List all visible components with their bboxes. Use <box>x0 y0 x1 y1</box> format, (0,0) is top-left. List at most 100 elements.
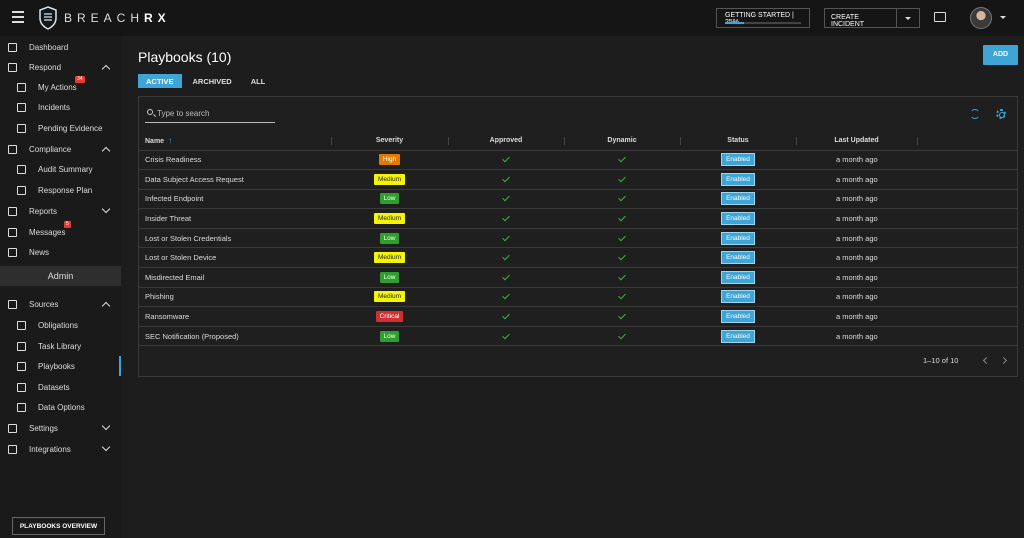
playbook-icon <box>17 361 26 371</box>
sidebar-item-label: Dashboard <box>29 42 69 52</box>
create-incident-dropdown[interactable] <box>897 9 919 27</box>
severity-cell: High <box>331 150 448 171</box>
severity-badge: High <box>378 154 401 166</box>
table-row[interactable]: SEC Notification (Proposed) Low Enabled a m… <box>139 326 1017 347</box>
avatar[interactable] <box>970 7 992 29</box>
sidebar-item-respond[interactable]: Respond <box>0 58 121 76</box>
row-actions <box>917 228 1017 249</box>
playbook-name[interactable]: Crisis Readiness <box>139 150 331 171</box>
last-updated: a month ago <box>796 267 917 288</box>
check-icon <box>502 272 510 281</box>
severity-badge: Low <box>379 330 400 342</box>
playbook-name[interactable]: Phishing <box>139 287 331 308</box>
approved-cell <box>448 326 564 347</box>
user-menu-caret-icon[interactable] <box>1000 16 1006 19</box>
create-incident-button[interactable]: CREATE INCIDENT <box>825 9 897 28</box>
column-header-last-updated[interactable]: Last Updated <box>796 132 917 151</box>
search-input[interactable] <box>157 106 273 120</box>
column-header-approved[interactable]: Approved <box>448 132 564 151</box>
sidebar-item-sources[interactable]: Sources <box>0 295 121 313</box>
chevron-up-icon <box>101 64 111 74</box>
playbook-name[interactable]: Data Subject Access Request <box>139 169 331 190</box>
playbook-name[interactable]: Misdirected Email <box>139 267 331 288</box>
plug-icon <box>8 444 17 454</box>
status-badge: Enabled <box>721 329 755 343</box>
severity-cell: Low <box>331 228 448 249</box>
status-cell: Enabled <box>680 326 796 347</box>
sidebar-item-label: Settings <box>29 423 58 433</box>
sidebar-item-pending-evidence[interactable]: Pending Evidence <box>0 119 121 137</box>
playbook-name[interactable]: Insider Threat <box>139 208 331 229</box>
row-actions <box>917 287 1017 308</box>
list-icon <box>17 82 26 92</box>
add-button[interactable]: ADD <box>983 45 1018 65</box>
sidebar-item-obligations[interactable]: Obligations <box>0 316 121 334</box>
tab-all[interactable]: ALL <box>250 77 266 86</box>
playbook-name[interactable]: Lost or Stolen Device <box>139 247 331 269</box>
logo-shield-icon <box>39 6 57 30</box>
column-header-name[interactable]: Name ↑ <box>139 132 331 151</box>
table-row[interactable]: Data Subject Access Request Medium Enabled… <box>139 169 1017 190</box>
playbook-name[interactable]: Ransomware <box>139 306 331 327</box>
sidebar-item-task-library[interactable]: Task Library <box>0 337 121 355</box>
sidebar-item-datasets[interactable]: Datasets <box>0 378 121 396</box>
column-header-dynamic[interactable]: Dynamic <box>564 132 680 151</box>
check-icon <box>618 213 626 222</box>
tab-archived[interactable]: ARCHIVED <box>192 77 232 86</box>
playbook-name[interactable]: Lost or Stolen Credentials <box>139 228 331 249</box>
severity-badge: Medium <box>373 291 406 303</box>
feedback-icon[interactable] <box>934 12 946 22</box>
sidebar-item-dashboard[interactable]: Dashboard <box>0 38 121 56</box>
playbook-name[interactable]: SEC Notification (Proposed) <box>139 326 331 347</box>
status-badge: Enabled <box>721 310 755 324</box>
chevron-down-icon <box>101 421 111 431</box>
table-row[interactable]: Misdirected Email Low Enabled a month ago <box>139 267 1017 288</box>
check-icon <box>618 292 626 300</box>
sidebar-item-settings[interactable]: Settings <box>0 419 121 437</box>
sidebar-item-data-options[interactable]: Data Options <box>0 398 121 416</box>
sidebar-item-playbooks[interactable]: Playbooks <box>0 356 121 376</box>
table-row[interactable]: Insider Threat Medium Enabled a month ago <box>139 208 1017 229</box>
table-row[interactable]: Crisis Readiness High Enabled a month ago <box>139 150 1017 171</box>
admin-section-header: Admin <box>0 266 121 286</box>
next-page-icon[interactable] <box>999 356 1008 365</box>
dynamic-cell <box>564 287 680 308</box>
getting-started-progress <box>725 22 801 24</box>
last-updated: a month ago <box>796 189 917 210</box>
search-icon <box>147 109 153 115</box>
getting-started-button[interactable]: GETTING STARTED | 25% <box>716 8 810 28</box>
tab-active[interactable]: ACTIVE <box>138 74 182 88</box>
last-updated: a month ago <box>796 208 917 229</box>
table-row[interactable]: Lost or Stolen Credentials Low Enabled a mo… <box>139 228 1017 249</box>
sidebar-item-news[interactable]: News <box>0 243 121 261</box>
sidebar-item-reports[interactable]: Reports <box>0 202 121 220</box>
sidebar-item-messages[interactable]: Messages 5 <box>0 221 121 241</box>
gear-icon[interactable] <box>996 109 1006 119</box>
check-icon <box>618 174 626 183</box>
sidebar-item-incidents[interactable]: Incidents <box>0 98 121 116</box>
newspaper-icon <box>8 247 17 257</box>
table-row[interactable]: Infected Endpoint Low Enabled a month ago <box>139 189 1017 210</box>
sidebar-item-audit-summary[interactable]: Audit Summary <box>0 160 121 178</box>
logo[interactable]: BREACHRX <box>38 6 171 30</box>
column-header-severity[interactable]: Severity <box>331 132 448 151</box>
sidebar-item-label: Pending Evidence <box>38 123 103 133</box>
previous-page-icon[interactable] <box>982 356 991 365</box>
status-cell: Enabled <box>680 169 796 190</box>
table-row[interactable]: Lost or Stolen Device Medium Enabled a mont… <box>139 247 1017 269</box>
playbooks-overview-button[interactable]: PLAYBOOKS OVERVIEW <box>12 517 105 535</box>
refresh-icon[interactable] <box>970 109 980 119</box>
table-row[interactable]: Ransomware Critical Enabled a month ago <box>139 306 1017 327</box>
severity-badge: Low <box>379 232 400 244</box>
sidebar-item-label: Playbooks <box>38 361 75 371</box>
column-header-status[interactable]: Status <box>680 132 796 151</box>
sidebar-item-integrations[interactable]: Integrations <box>0 440 121 458</box>
playbook-name[interactable]: Infected Endpoint <box>139 189 331 210</box>
menu-icon[interactable] <box>12 11 24 23</box>
sidebar-item-my-actions[interactable]: My Actions 34 <box>0 76 121 96</box>
severity-cell: Medium <box>331 247 448 269</box>
sidebar-item-compliance[interactable]: Compliance <box>0 140 121 158</box>
shield-icon <box>17 185 26 195</box>
table-row[interactable]: Phishing Medium Enabled a month ago <box>139 287 1017 308</box>
sidebar-item-response-plan[interactable]: Response Plan <box>0 181 121 199</box>
